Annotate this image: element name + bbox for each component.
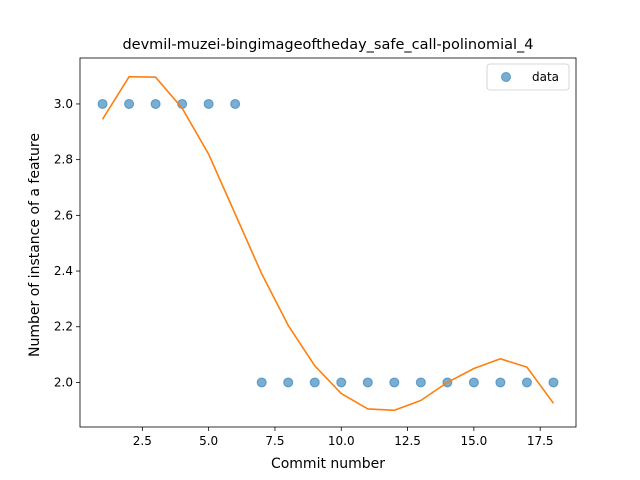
data-point	[230, 98, 241, 109]
y-tick-label: 2.6	[54, 208, 73, 222]
legend-marker	[501, 72, 511, 82]
y-tick-label: 2.0	[54, 375, 73, 389]
data-point	[415, 377, 426, 388]
data-point	[124, 98, 135, 109]
data-point	[283, 377, 294, 388]
axes-frame	[79, 57, 577, 428]
data-point	[548, 377, 559, 388]
legend: data	[486, 63, 570, 91]
legend-box	[486, 63, 570, 91]
x-tick-label: 15.0	[461, 434, 488, 448]
fit-line	[101, 75, 555, 412]
y-axis-label: Number of instance of a feature	[27, 133, 43, 357]
y-tick-label: 2.8	[54, 153, 73, 167]
data-point	[336, 377, 347, 388]
x-tick-label: 5.0	[199, 434, 218, 448]
x-tick-label: 12.5	[394, 434, 421, 448]
x-tick-label: 7.5	[265, 434, 284, 448]
chart-title: devmil-muzei-bingimageoftheday_safe_call…	[122, 37, 533, 53]
data-point	[521, 377, 532, 388]
legend-label: data	[532, 70, 559, 84]
x-axis-label: Commit number	[271, 456, 385, 472]
plot-area: 2.5 5.0 7.5 10.0 12.5 15.0 17.5 2.0 2.2 2.4 2.6 2.8…	[54, 57, 577, 448]
data-point	[362, 377, 373, 388]
data-point	[309, 377, 320, 388]
data-point	[495, 377, 506, 388]
y-tick-label: 2.4	[54, 264, 73, 278]
x-tick-label: 2.5	[133, 434, 152, 448]
data-point	[203, 98, 214, 109]
x-tick-label: 10.0	[328, 434, 355, 448]
data-point	[468, 377, 479, 388]
x-tick-label: 17.5	[527, 434, 554, 448]
y-tick-label: 2.2	[54, 320, 73, 334]
data-point	[97, 98, 108, 109]
data-point	[256, 377, 267, 388]
data-point	[150, 98, 161, 109]
y-tick-label: 3.0	[54, 97, 73, 111]
data-point	[389, 377, 400, 388]
